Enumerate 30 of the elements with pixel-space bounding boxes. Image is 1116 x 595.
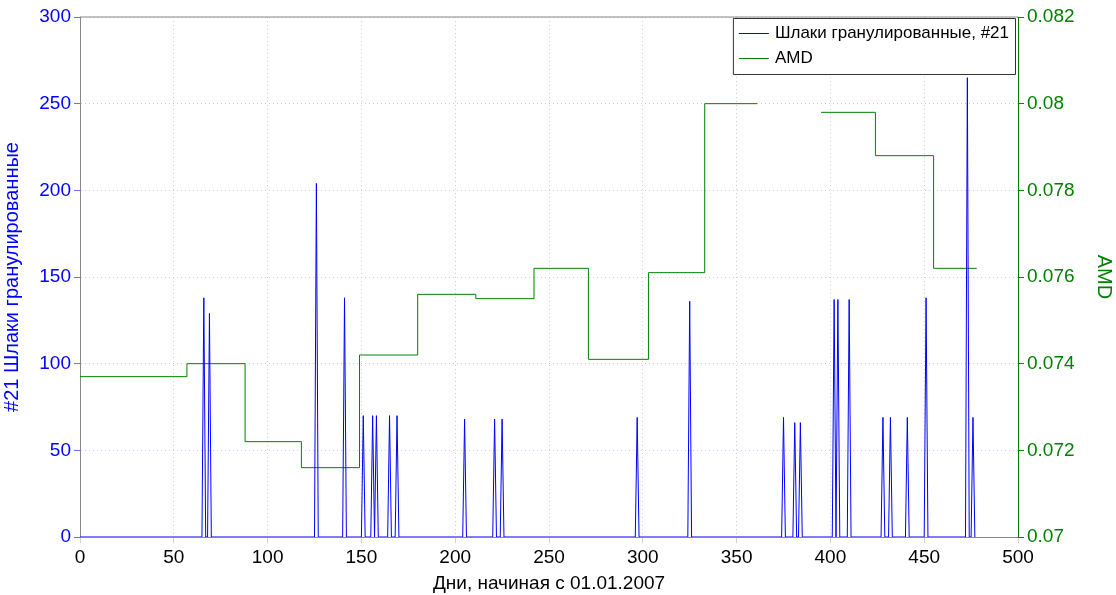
y-tick-label: 150 (39, 265, 71, 287)
y2-tick-label: 0.08 (1027, 91, 1064, 113)
y2-axis-title: AMD (1094, 254, 1116, 300)
legend-label: AMD (774, 48, 813, 68)
y2-tick-label: 0.074 (1027, 351, 1075, 373)
x-tick-label: 250 (533, 545, 565, 567)
x-tick-label: 50 (163, 545, 185, 567)
x-tick-label: 150 (345, 545, 378, 567)
x-axis-title: Дни, начиная с 01.01.2007 (432, 571, 666, 593)
x-tick-label: 400 (814, 545, 847, 567)
y2-tick-label: 0.078 (1027, 178, 1075, 200)
y-axis-title: #21 Шлаки гранулированные (0, 142, 22, 412)
x-tick-label: 500 (1002, 545, 1034, 567)
y-tick-label: 50 (49, 438, 71, 460)
y2-tick-label: 0.076 (1027, 265, 1075, 287)
y-tick-label: 200 (39, 178, 71, 200)
y-tick-label: 100 (39, 351, 71, 373)
legend-label: Шлаки гранулированные, #21 (774, 23, 1010, 43)
y2-tick-label: 0.07 (1027, 525, 1064, 547)
y2-tick-label: 0.072 (1027, 438, 1075, 460)
x-tick-label: 300 (626, 545, 659, 567)
x-tick-label: 350 (720, 545, 753, 567)
x-tick-label: 100 (251, 545, 284, 567)
x-tick-label: 450 (908, 545, 941, 567)
y-tick-label: 300 (39, 5, 71, 27)
x-tick-label: 200 (439, 545, 472, 567)
y-tick-label: 0 (60, 525, 71, 547)
y2-tick-label: 0.082 (1027, 5, 1075, 27)
y-tick-label: 250 (39, 91, 71, 113)
x-tick-label: 0 (74, 545, 86, 567)
